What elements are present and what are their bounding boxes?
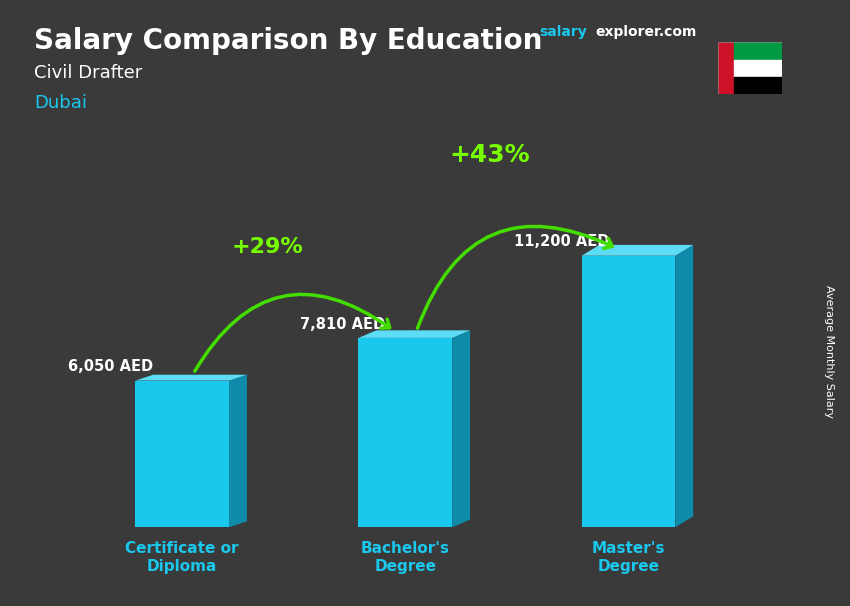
Text: salary: salary [540, 25, 587, 39]
Polygon shape [229, 375, 246, 527]
Bar [718, 42, 734, 94]
Text: 11,200 AED: 11,200 AED [514, 235, 609, 250]
Text: 6,050 AED: 6,050 AED [68, 359, 153, 375]
Bar [734, 42, 782, 59]
Text: +29%: +29% [231, 237, 303, 257]
Polygon shape [135, 381, 229, 527]
Bar [734, 77, 782, 94]
Text: explorer.com: explorer.com [595, 25, 696, 39]
Text: Salary Comparison By Education: Salary Comparison By Education [34, 27, 542, 55]
Text: Civil Drafter: Civil Drafter [34, 64, 142, 82]
Polygon shape [675, 245, 693, 527]
Polygon shape [581, 256, 675, 527]
Polygon shape [452, 330, 470, 527]
Bar [734, 59, 782, 77]
Text: +43%: +43% [450, 143, 530, 167]
Text: Average Monthly Salary: Average Monthly Salary [824, 285, 834, 418]
Polygon shape [135, 375, 246, 381]
Polygon shape [359, 330, 470, 338]
Text: 7,810 AED: 7,810 AED [300, 316, 385, 331]
Polygon shape [359, 338, 452, 527]
Text: Dubai: Dubai [34, 94, 87, 112]
Polygon shape [581, 245, 693, 256]
